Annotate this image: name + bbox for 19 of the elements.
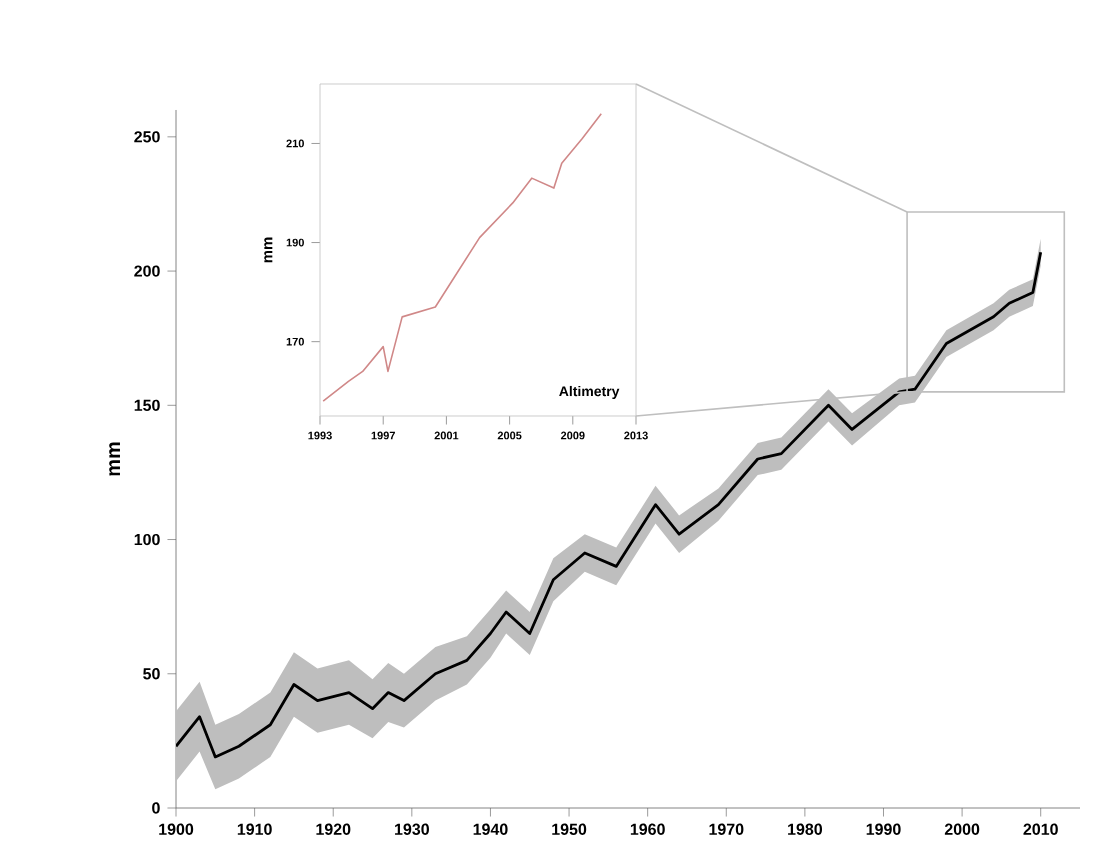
x-tick-label: 2000 (944, 823, 980, 835)
x-tick-label: 2010 (1023, 823, 1058, 835)
x-tick-label: 1960 (630, 823, 665, 835)
x-tick-label: 1900 (159, 823, 194, 835)
y-tick-label: 50 (143, 668, 160, 680)
y-tick-label: 0 (152, 802, 160, 814)
y-tick-label: 250 (134, 131, 160, 143)
x-tick-label: 1950 (552, 823, 587, 835)
y-tick-label: 150 (134, 399, 160, 411)
x-tick-label: 1990 (866, 823, 901, 835)
y-tick-label: 100 (134, 533, 160, 546)
x-tick-label: 1920 (316, 823, 351, 835)
x-tick-label: 1970 (709, 823, 744, 835)
x-tick-label: 1940 (473, 823, 508, 835)
x-tick-label: 1910 (237, 823, 272, 835)
x-tick-label: 1980 (788, 823, 823, 835)
y-axis-title: mm (109, 442, 120, 476)
y-tick-label: 200 (134, 265, 160, 277)
x-tick-label: 1930 (395, 823, 429, 835)
